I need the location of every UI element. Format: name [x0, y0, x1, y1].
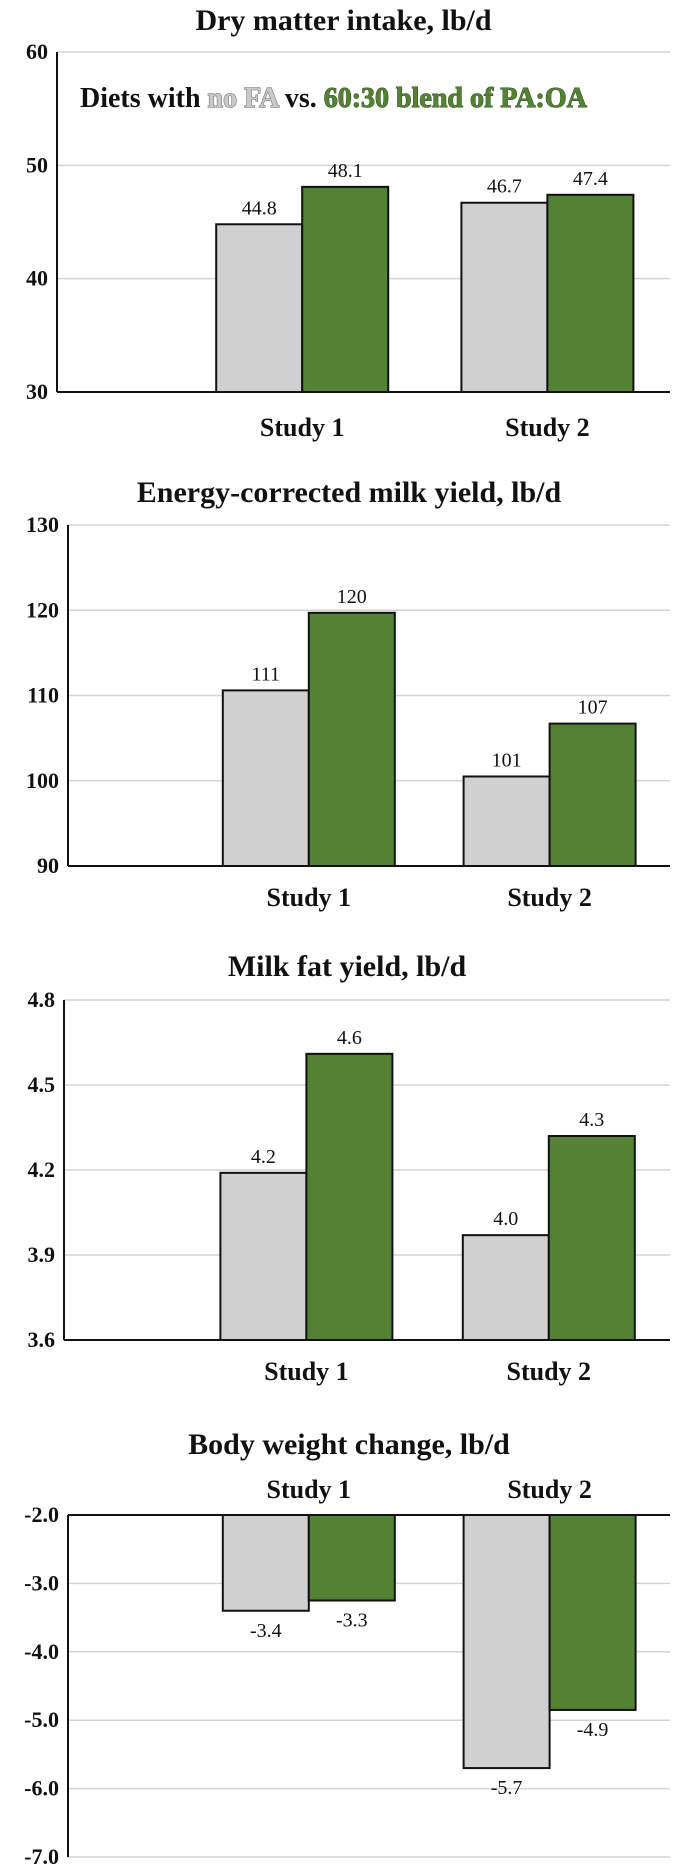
- data-label: 48.1: [328, 160, 363, 182]
- data-label: -4.9: [577, 1719, 609, 1741]
- bar-blend: [548, 722, 637, 867]
- bar-no-fa: [462, 775, 551, 867]
- legend: Diets with no FA vs. 60:30 blend of PA:O…: [80, 83, 588, 114]
- legend-vs: vs.: [285, 83, 317, 114]
- data-label: 4.0: [493, 1208, 518, 1230]
- bar-blend: [547, 1135, 636, 1341]
- data-label: -3.4: [250, 1620, 282, 1642]
- legend-prefix: Diets with: [80, 83, 201, 114]
- data-label: 4.2: [251, 1146, 276, 1168]
- panel-body-weight-change: Body weight change, lb/d -7.0 -6.0 -5.0 -4.0…: [24, 1428, 670, 1869]
- data-label: 46.7: [487, 176, 522, 198]
- y-tick-label: 90: [37, 853, 59, 878]
- chart-title: Body weight change, lb/d: [188, 1428, 510, 1461]
- data-label: 111: [252, 663, 281, 685]
- data-label: 120: [337, 586, 367, 608]
- y-tick-label: -3.0: [24, 1570, 59, 1595]
- category-label: Study 2: [507, 1475, 592, 1504]
- y-tick-label: 4.8: [28, 987, 56, 1012]
- bar-no-fa: [461, 1234, 550, 1341]
- data-label: 101: [492, 749, 522, 771]
- y-tick-label: 110: [27, 683, 59, 708]
- bar-blend: [305, 1052, 394, 1342]
- chart-title: Energy-corrected milk yield, lb/d: [137, 476, 562, 509]
- y-tick-label: 100: [26, 768, 59, 793]
- y-tick-label: 4.5: [28, 1072, 56, 1097]
- y-tick-label: 40: [26, 266, 48, 291]
- panel-energy-corrected-milk: Energy-corrected milk yield, lb/d 90 100 11…: [26, 476, 670, 912]
- panel-dry-matter-intake: Dry matter intake, lb/d 30 40 50 60 44.8 48.1 S…: [26, 4, 670, 442]
- bar-no-fa: [462, 1514, 551, 1770]
- category-label: Study 2: [507, 1357, 592, 1386]
- y-tick-label: -7.0: [24, 1844, 59, 1869]
- category-label: Study 1: [267, 1475, 352, 1504]
- bar-no-fa: [221, 1514, 310, 1612]
- y-tick-label: 3.6: [28, 1327, 56, 1352]
- y-tick-label: 30: [26, 379, 48, 404]
- bar-no-fa: [219, 1171, 308, 1342]
- category-label: Study 1: [264, 1357, 349, 1386]
- y-tick-label: -5.0: [24, 1707, 59, 1732]
- data-label: -5.7: [491, 1777, 523, 1799]
- data-label: 47.4: [573, 168, 608, 190]
- y-tick-label: -4.0: [24, 1639, 59, 1664]
- y-tick-label: 50: [26, 152, 48, 177]
- category-label: Study 2: [505, 413, 590, 442]
- y-tick-label: 3.9: [28, 1242, 56, 1267]
- category-label: Study 1: [267, 883, 352, 912]
- legend-series-no-fa: no FA: [208, 83, 281, 114]
- y-tick-label: 120: [26, 597, 59, 622]
- bar-no-fa: [460, 201, 549, 393]
- data-label: 44.8: [242, 197, 277, 219]
- chart-title: Milk fat yield, lb/d: [228, 950, 467, 983]
- category-label: Study 2: [507, 883, 592, 912]
- bar-no-fa: [215, 223, 304, 393]
- bar-blend: [307, 611, 396, 867]
- data-label: 4.3: [579, 1109, 604, 1131]
- category-label: Study 1: [260, 413, 345, 442]
- bar-blend: [307, 1514, 396, 1602]
- panel-milk-fat-yield: Milk fat yield, lb/d 3.6 3.9 4.2 4.5 4.8 4.2 4.…: [28, 950, 670, 1386]
- y-tick-label: 4.2: [28, 1157, 56, 1182]
- data-label: 4.6: [337, 1027, 362, 1049]
- bar-blend: [548, 1514, 637, 1711]
- data-label: -3.3: [336, 1610, 368, 1632]
- y-tick-label: -2.0: [24, 1502, 59, 1527]
- y-tick-label: -6.0: [24, 1776, 59, 1801]
- data-label: 107: [578, 697, 608, 719]
- bar-no-fa: [221, 689, 310, 868]
- legend-series-blend: 60:30 blend of PA:OA: [324, 83, 588, 114]
- bar-blend: [301, 185, 390, 393]
- bar-blend: [546, 193, 635, 393]
- chart-title: Dry matter intake, lb/d: [195, 4, 491, 37]
- y-tick-label: 130: [26, 512, 59, 537]
- y-tick-label: 60: [26, 39, 48, 64]
